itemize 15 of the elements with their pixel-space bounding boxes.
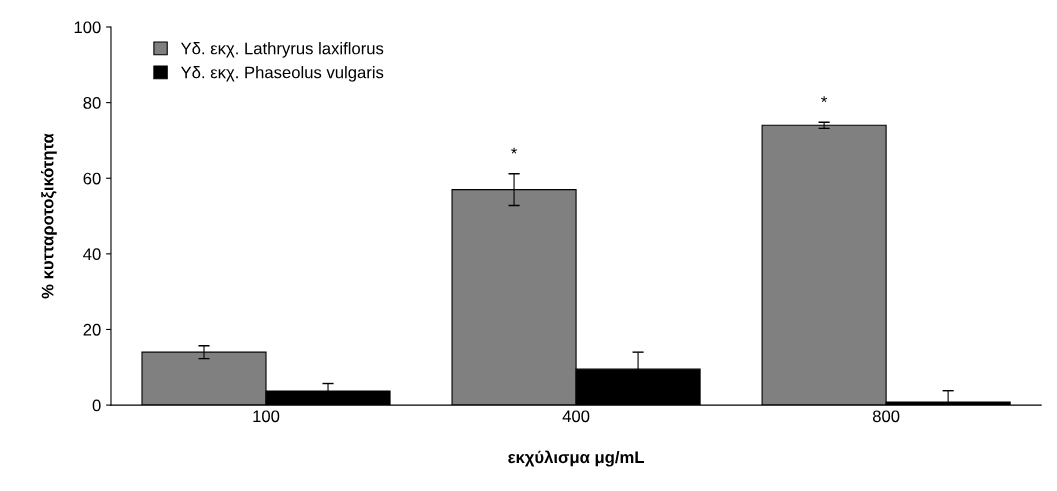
annotation: * bbox=[821, 96, 828, 103]
x-tick-label: 400 bbox=[562, 410, 590, 423]
y-tick-label: 80 bbox=[83, 97, 101, 109]
y-tick-label: 40 bbox=[83, 248, 101, 261]
y-tick-label: 20 bbox=[83, 323, 101, 336]
x-tick-label: 800 bbox=[872, 410, 900, 423]
x-tick-label: 100 bbox=[253, 410, 280, 423]
y-tick-label: 60 bbox=[83, 172, 101, 185]
y-tick-label: 100 bbox=[74, 21, 101, 34]
y-axis-title: % κυτταροτοξικότητα bbox=[41, 133, 57, 299]
y-tick-label: 0 bbox=[92, 399, 101, 412]
x-axis-title: εκχύλισμα μg/mL bbox=[508, 450, 644, 467]
annotation: * bbox=[511, 147, 518, 154]
legend-label: Υδ. εκχ. Lathryrus laxiflorus bbox=[180, 42, 384, 58]
legend-label: Υδ. εκχ. Phaseolus vulgaris bbox=[180, 66, 384, 82]
